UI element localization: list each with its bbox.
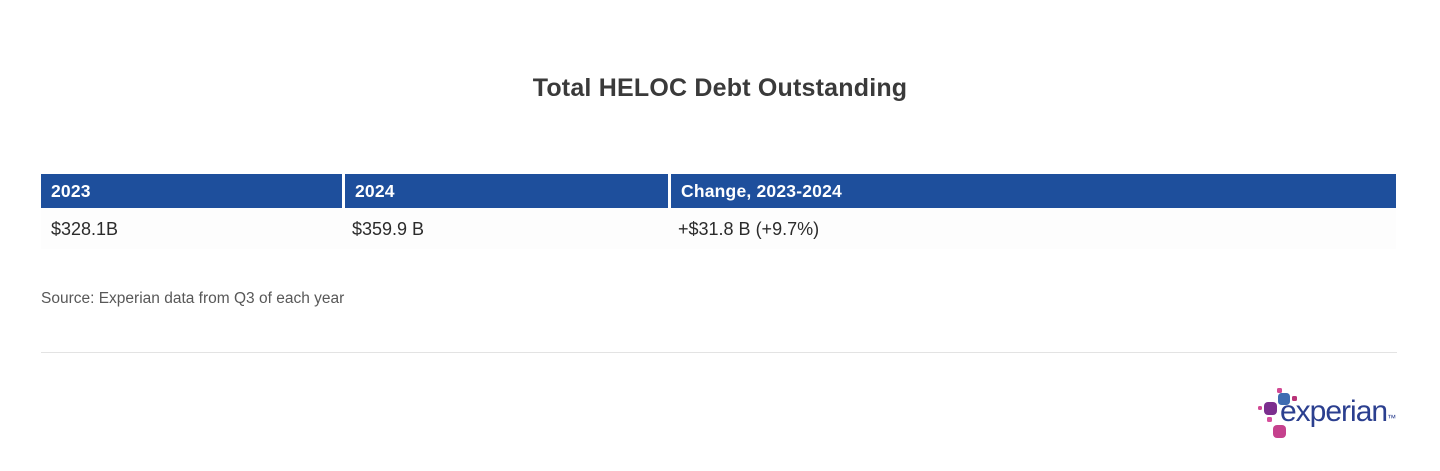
table-header-2024: 2024	[345, 174, 668, 208]
table-header-2023: 2023	[41, 174, 342, 208]
table-header-change: Change, 2023-2024	[671, 174, 1396, 208]
source-note: Source: Experian data from Q3 of each ye…	[41, 290, 345, 307]
divider-line	[41, 352, 1397, 353]
table-cell-change-value: +$31.8 B (+9.7%)	[678, 219, 820, 239]
logo-dot-pink-left-icon	[1258, 406, 1262, 410]
chart-title: Total HELOC Debt Outstanding	[532, 74, 908, 102]
logo-square-purple-icon	[1264, 402, 1277, 415]
table-data-row: $328.1B $359.9 B +$31.8 B (+9.7%)	[41, 208, 1396, 249]
logo-dot-pink-bottom-icon	[1267, 417, 1272, 422]
experian-wordmark: experian™	[1280, 395, 1397, 428]
logo-dot-pink-top-icon	[1277, 388, 1282, 393]
table-cell-2024-value: $359.9 B	[352, 219, 425, 239]
table-cell-2023-value: $328.1B	[51, 219, 119, 239]
logo-square-blue-icon	[1278, 393, 1290, 405]
logo-square-magenta-icon	[1273, 425, 1286, 438]
heloc-data-table: 2023 2024 Change, 2023-2024 $328.1B $359…	[41, 174, 1396, 249]
logo-dot-magenta-right-icon	[1292, 396, 1297, 401]
experian-logo: experian™	[1252, 384, 1402, 440]
table-header-row: 2023 2024 Change, 2023-2024	[41, 174, 1396, 208]
trademark-symbol: ™	[1387, 413, 1397, 423]
